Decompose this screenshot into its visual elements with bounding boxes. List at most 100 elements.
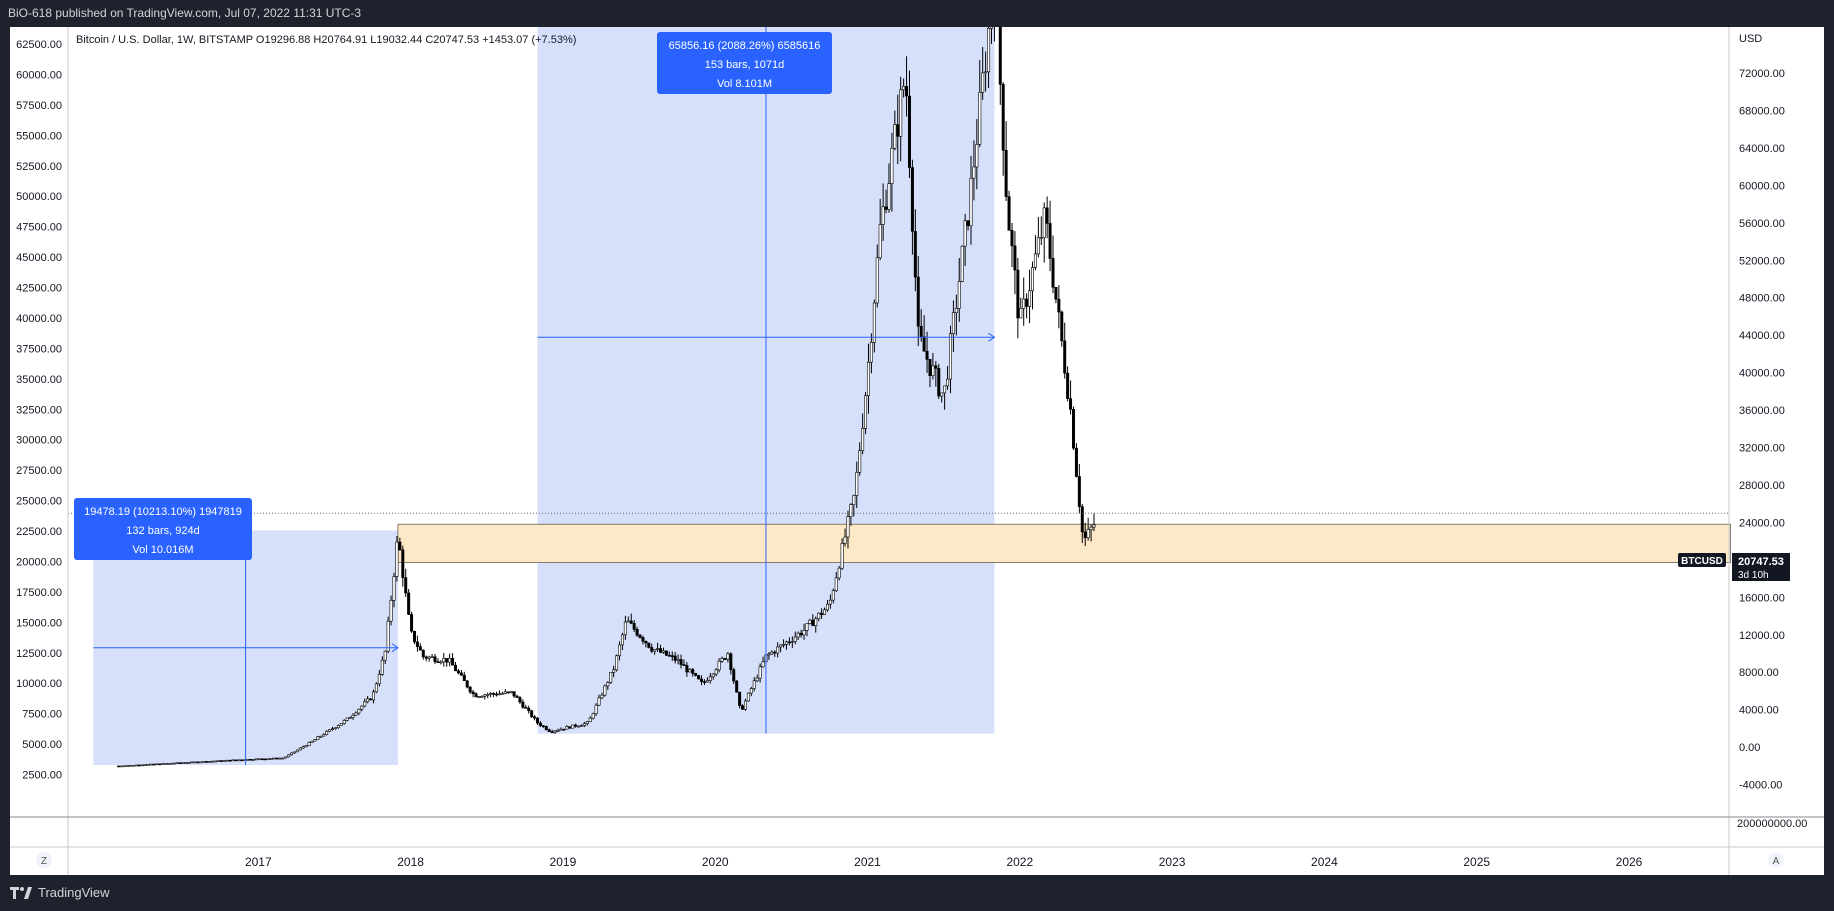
candle[interactable]: [512, 691, 516, 698]
candle[interactable]: [632, 620, 636, 632]
candle[interactable]: [691, 667, 695, 677]
candle[interactable]: [837, 566, 841, 581]
candle[interactable]: [776, 642, 780, 658]
candle[interactable]: [1063, 322, 1067, 379]
candle[interactable]: [380, 656, 384, 676]
candle[interactable]: [1036, 217, 1040, 258]
candle[interactable]: [787, 637, 791, 646]
candle[interactable]: [659, 644, 663, 654]
candle[interactable]: [442, 652, 446, 667]
candle[interactable]: [823, 607, 827, 615]
candle[interactable]: [418, 643, 422, 651]
candle[interactable]: [357, 708, 361, 716]
candle[interactable]: [451, 653, 455, 666]
candle[interactable]: [579, 724, 583, 727]
candle[interactable]: [1066, 366, 1070, 402]
candle[interactable]: [752, 677, 756, 692]
candle[interactable]: [506, 691, 510, 694]
candle[interactable]: [483, 693, 487, 700]
candle[interactable]: [729, 652, 733, 675]
candle[interactable]: [1071, 406, 1075, 451]
candle[interactable]: [468, 685, 472, 694]
candle[interactable]: [855, 461, 859, 509]
candle[interactable]: [1042, 202, 1046, 263]
candle[interactable]: [164, 763, 168, 765]
candle[interactable]: [137, 764, 141, 767]
candle[interactable]: [199, 761, 203, 764]
candle[interactable]: [884, 189, 888, 214]
price-chart[interactable]: 62500.00 60000.00 57500.00 55000.00 52500.00…: [10, 0, 1824, 875]
candle[interactable]: [723, 657, 727, 661]
candle[interactable]: [784, 640, 788, 650]
candle[interactable]: [149, 763, 153, 766]
candle[interactable]: [541, 724, 545, 728]
candle[interactable]: [620, 632, 624, 651]
candle[interactable]: [896, 94, 900, 165]
candle[interactable]: [667, 651, 671, 657]
candle[interactable]: [735, 680, 739, 693]
candle[interactable]: [530, 709, 534, 718]
candle[interactable]: [814, 616, 818, 633]
candle[interactable]: [237, 759, 241, 762]
candle[interactable]: [342, 719, 346, 725]
candle[interactable]: [289, 752, 293, 756]
candle[interactable]: [222, 759, 226, 762]
candle[interactable]: [638, 634, 642, 639]
candle[interactable]: [254, 758, 258, 761]
candle[interactable]: [533, 714, 537, 721]
candle[interactable]: [492, 692, 496, 698]
candle[interactable]: [202, 761, 206, 763]
candle[interactable]: [333, 727, 337, 730]
candle[interactable]: [389, 595, 393, 626]
candle[interactable]: [1022, 277, 1026, 326]
candle[interactable]: [954, 294, 958, 336]
candle[interactable]: [395, 536, 399, 582]
candle[interactable]: [653, 649, 657, 655]
candle[interactable]: [377, 669, 381, 687]
candle[interactable]: [796, 631, 800, 641]
candle[interactable]: [878, 198, 882, 261]
candle[interactable]: [284, 756, 288, 759]
candle[interactable]: [269, 758, 273, 760]
candle[interactable]: [336, 724, 340, 729]
candle[interactable]: [582, 721, 586, 728]
candle[interactable]: [348, 716, 352, 719]
candle[interactable]: [1039, 216, 1043, 245]
candle[interactable]: [462, 671, 466, 682]
candle[interactable]: [694, 672, 698, 677]
candle[interactable]: [700, 675, 704, 686]
candle[interactable]: [600, 692, 604, 700]
candle[interactable]: [207, 761, 211, 763]
candle[interactable]: [383, 650, 387, 665]
candle[interactable]: [805, 623, 809, 637]
candle[interactable]: [697, 674, 701, 680]
candle[interactable]: [471, 689, 475, 698]
candle[interactable]: [181, 762, 185, 764]
candle[interactable]: [538, 721, 542, 727]
candle[interactable]: [963, 213, 967, 266]
candle[interactable]: [489, 691, 493, 698]
candle[interactable]: [424, 655, 428, 662]
candle[interactable]: [436, 658, 440, 663]
candle[interactable]: [817, 612, 821, 622]
candle[interactable]: [322, 733, 326, 737]
candle[interactable]: [603, 684, 607, 697]
candle[interactable]: [210, 760, 214, 763]
candle[interactable]: [172, 762, 176, 765]
candle[interactable]: [228, 759, 232, 762]
candle[interactable]: [825, 600, 829, 612]
candle[interactable]: [500, 691, 504, 695]
candle[interactable]: [875, 244, 879, 308]
candle[interactable]: [650, 643, 654, 654]
candle[interactable]: [588, 716, 592, 723]
candle[interactable]: [544, 725, 548, 731]
candle[interactable]: [430, 653, 434, 659]
candle[interactable]: [664, 650, 668, 656]
candle[interactable]: [749, 686, 753, 697]
candle[interactable]: [175, 762, 179, 764]
candle[interactable]: [1001, 82, 1005, 176]
candle[interactable]: [565, 725, 569, 730]
candle[interactable]: [178, 762, 182, 764]
candle[interactable]: [433, 653, 437, 665]
candle[interactable]: [272, 757, 276, 760]
